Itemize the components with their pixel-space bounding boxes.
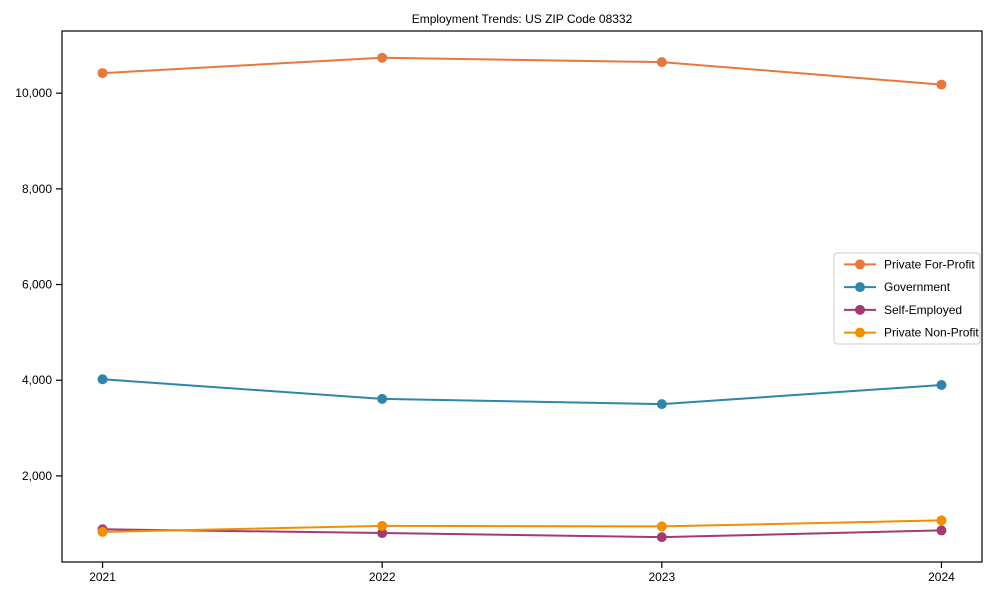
legend-label: Self-Employed [884,303,962,317]
legend-marker [855,304,865,315]
data-point [656,521,667,532]
data-point [97,374,108,385]
y-tick-label: 8,000 [22,182,52,196]
legend-label: Government [884,280,951,294]
data-point [936,380,947,390]
legend-item: Government [844,280,951,294]
legend-marker [855,259,865,270]
data-point [97,68,108,79]
data-point [656,399,667,410]
series-line [102,528,942,539]
axes-layer: 2,000 4,000 6,000 8,000 10,000 2021 2022 2023 20… [15,30,983,584]
plot-border [61,30,983,563]
x-tick-label: 2021 [89,570,116,584]
legend-item: Private For-Profit [844,257,975,271]
y-tick-label: 4,000 [22,373,52,387]
series-layer [97,52,947,543]
chart-title: Employment Trends: US ZIP Code 08332 [412,12,633,26]
x-tick-label: 2023 [648,570,675,584]
y-tick-label: 10,000 [15,86,52,100]
series-line [102,378,942,406]
series-line [102,519,942,533]
legend-item: Self-Employed [844,303,962,317]
legend-label: Private Non-Profit [884,326,979,340]
legend-marker [855,282,865,293]
legend-layer: Private For-Profit Government Self-Employe… [833,252,981,345]
data-point [936,79,947,90]
x-tick-label: 2022 [369,570,396,584]
data-point [377,528,388,539]
legend-marker [855,327,865,338]
data-point [97,526,108,537]
data-point [656,57,667,68]
x-tick-label: 2024 [928,570,955,584]
data-point [936,515,947,526]
data-point [377,52,388,63]
data-point [377,393,388,404]
series-line [102,56,942,86]
y-tick-label: 6,000 [22,278,52,292]
y-tick-label: 2,000 [22,469,52,483]
legend-item: Private Non-Profit [844,326,979,340]
legend-box [833,252,981,345]
data-point [936,525,947,536]
data-point [656,532,667,543]
data-point [377,520,388,531]
legend-label: Private For-Profit [884,257,975,271]
